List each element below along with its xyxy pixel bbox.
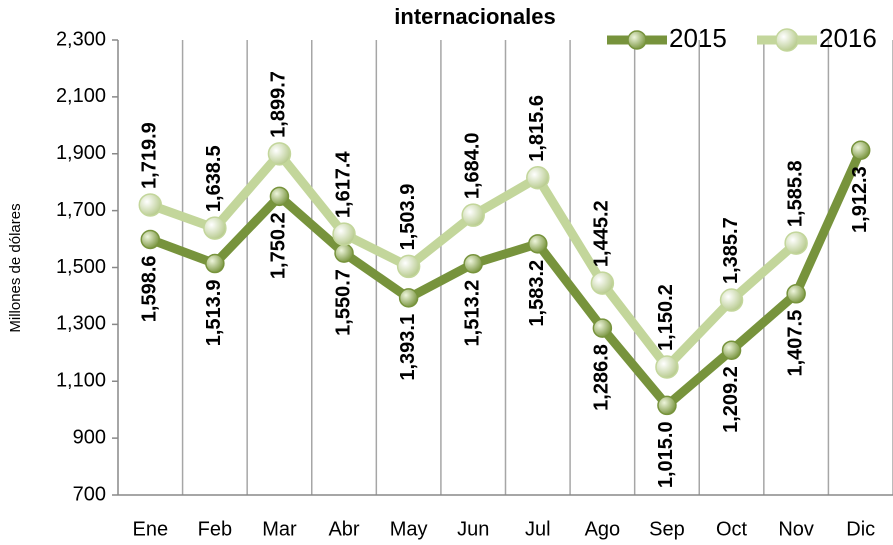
series-marker	[269, 186, 290, 207]
series-marker	[138, 193, 163, 217]
y-axis-label: Millones de dólares	[7, 203, 24, 332]
data-label: 1,393.1	[397, 314, 419, 381]
series-marker	[398, 288, 419, 308]
data-label: 1,015.0	[655, 421, 677, 488]
y-tick-label: 1,900	[56, 142, 106, 164]
legend-label: 2015	[669, 23, 727, 53]
data-label: 1,719.9	[139, 122, 161, 189]
data-label: 1,150.2	[655, 284, 677, 351]
y-tick-label: 2,300	[56, 28, 106, 50]
series-marker	[657, 395, 677, 416]
data-label: 1,815.6	[526, 95, 548, 162]
series-marker	[267, 142, 292, 166]
data-label: 1,585.8	[784, 160, 806, 227]
data-label: 1,550.7	[332, 269, 354, 336]
data-label: 1,617.4	[332, 151, 354, 219]
series-marker	[592, 318, 613, 338]
legend-label: 2016	[819, 23, 877, 53]
data-label: 1,598.6	[139, 255, 161, 322]
x-tick-label: Jul	[525, 518, 551, 540]
data-label: 1,503.9	[397, 184, 419, 251]
x-tick-label: Sep	[649, 518, 685, 540]
series-marker	[526, 166, 550, 190]
series-marker	[528, 234, 548, 254]
x-tick-label: Ene	[132, 518, 168, 540]
y-tick-label: 1,500	[56, 256, 106, 278]
data-label: 1,899.7	[268, 71, 290, 138]
y-tick-label: 700	[73, 483, 106, 505]
series-marker	[786, 284, 806, 304]
series-marker	[655, 355, 679, 379]
series-marker	[719, 288, 744, 312]
series-marker	[463, 253, 483, 274]
legend-marker	[775, 28, 799, 52]
data-label: 1,445.2	[591, 200, 613, 267]
series-marker	[334, 243, 354, 263]
data-label: 1,407.5	[784, 310, 806, 377]
series-marker	[721, 340, 742, 360]
legend-marker	[627, 30, 647, 50]
series-marker	[140, 229, 161, 250]
x-tick-label: Ago	[585, 518, 621, 540]
x-tick-label: Oct	[716, 518, 748, 540]
y-tick-label: 900	[73, 426, 106, 448]
y-tick-label: 1,100	[56, 370, 106, 392]
data-label: 1,750.2	[268, 212, 290, 279]
x-tick-label: Nov	[778, 518, 814, 540]
series-line	[148, 148, 865, 410]
data-label: 1,385.7	[720, 217, 742, 284]
series-marker	[332, 222, 356, 246]
data-label: 1,638.5	[203, 145, 225, 212]
x-tick-label: Jun	[457, 518, 489, 540]
y-tick-label: 1,300	[56, 313, 106, 335]
x-tick-label: Abr	[328, 518, 359, 540]
series-marker	[784, 231, 808, 255]
series-marker	[205, 253, 225, 274]
y-tick-label: 1,700	[56, 199, 106, 221]
series-marker	[396, 254, 421, 279]
series-marker	[461, 203, 485, 227]
chart-title: internacionales	[394, 4, 555, 29]
x-tick-label: May	[390, 518, 428, 540]
data-label: 1,583.2	[526, 260, 548, 327]
x-tick-label: Dic	[846, 518, 875, 540]
x-tick-label: Mar	[262, 518, 297, 540]
data-label: 1,912.3	[849, 166, 871, 233]
data-label: 1,684.0	[461, 132, 483, 199]
x-tick-label: Feb	[198, 518, 232, 540]
data-label: 1,513.9	[203, 280, 225, 347]
y-tick-label: 2,100	[56, 85, 106, 107]
data-label: 1,513.2	[461, 280, 483, 347]
data-label: 1,209.2	[720, 366, 742, 433]
series-marker	[590, 271, 615, 295]
data-label: 1,286.8	[591, 344, 613, 411]
series-marker	[850, 140, 871, 161]
series-marker	[203, 216, 227, 240]
